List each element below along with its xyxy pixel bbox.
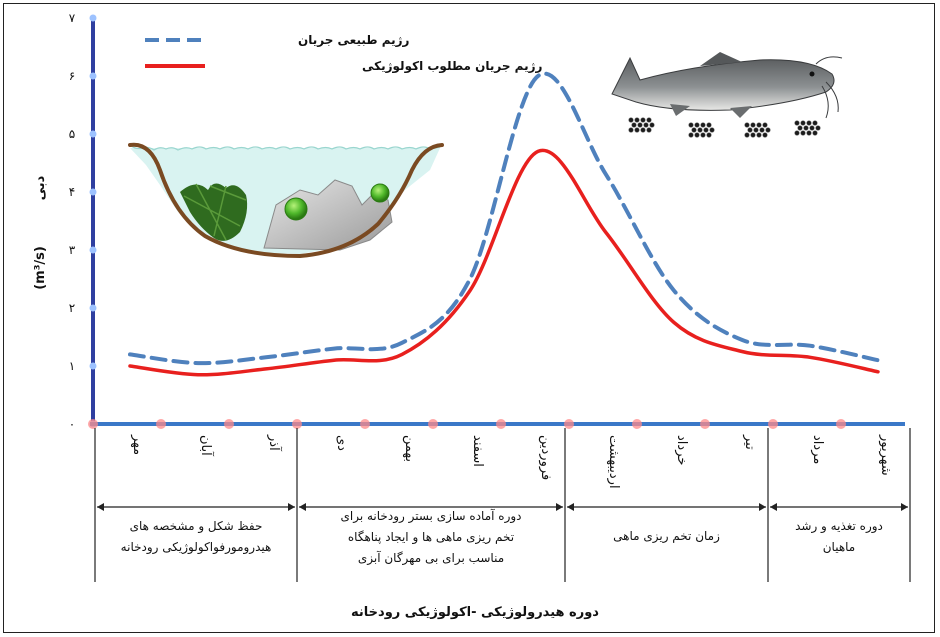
period-brackets: حفظ شکل و مشخصه های هیدرومورفواکولوژیکی ر… (94, 428, 911, 582)
y-tick-marker (89, 362, 97, 370)
y-tick-label: ۴ (69, 185, 75, 199)
x-axis-marker (632, 419, 642, 429)
period-label-line: هیدرومورفواکولوژیکی رودخانه (121, 540, 272, 555)
month-label: دی (334, 435, 349, 451)
period-label-line: زمان تخم ریزی ماهی (613, 529, 720, 544)
egg-cluster (688, 122, 715, 138)
y-tick-marker (89, 188, 97, 196)
y-tick-marker (89, 130, 97, 138)
egg-cluster (628, 117, 655, 133)
period-0: حفظ شکل و مشخصه های هیدرومورفواکولوژیکی ر… (94, 428, 295, 582)
series-line-1 (128, 148, 880, 377)
y-tick-marker (89, 72, 97, 80)
period-label-line: دوره تغذیه و رشد (795, 519, 883, 534)
x-axis-marker (768, 419, 778, 429)
x-axis-marker (836, 419, 846, 429)
catfish-illustration (611, 52, 843, 119)
month-label: اردیبهشت (606, 435, 621, 489)
period-label-line: ماهیان (823, 540, 856, 554)
y-tick-label: ۵ (69, 127, 75, 141)
x-axis-marker (156, 419, 166, 429)
y-tick-label: ۱ (69, 359, 75, 373)
month-label: آبان (198, 435, 215, 457)
y-tick-label: ۰ (69, 417, 75, 431)
y-axis-title: دبی (33, 175, 48, 200)
x-axis-marker (700, 419, 710, 429)
x-axis-title: دوره هیدرولوژیکی -اکولوژیکی رودخانه (351, 605, 599, 620)
figure-frame (3, 3, 935, 633)
x-axis-marker (428, 419, 438, 429)
period-label-line: دوره آماده سازی بستر رودخانه برای (341, 508, 522, 524)
legend-label-ecological: رژیم جریان مطلوب اکولوژیکی (362, 59, 543, 74)
y-tick-marker (89, 14, 97, 22)
series-line-0 (128, 71, 880, 366)
x-axis-marker (88, 419, 98, 429)
period-3: دوره تغذیه و رشد ماهیان (767, 428, 911, 582)
y-tick-label: ۳ (69, 243, 76, 257)
month-label: مرداد (810, 435, 825, 464)
month-label: آذر (266, 434, 283, 452)
month-label: بهمن (402, 435, 417, 462)
month-label: اسفند (470, 435, 485, 467)
series-layer (128, 71, 880, 377)
period-1: دوره آماده سازی بستر رودخانه برای تخم ریز… (296, 428, 563, 582)
month-label: خرداد (674, 435, 689, 465)
x-axis-marker (496, 419, 506, 429)
y-tick-label: ۶ (69, 69, 75, 83)
month-label: شهریور (878, 434, 893, 476)
x-axis-marker (564, 419, 574, 429)
period-label-line: تخم ریزی ماهی ها و ایجاد پناهگاه (348, 530, 514, 545)
egg-cluster (794, 120, 821, 136)
legend: رژیم طبیعی جریان رژیم جریان مطلوب اکولوژ… (145, 33, 543, 74)
x-axis-marker (360, 419, 370, 429)
x-axis-marker (224, 419, 234, 429)
month-label: فروردین (538, 435, 553, 480)
x-axis-markers (88, 419, 846, 429)
period-label-line: حفظ شکل و مشخصه های (130, 519, 263, 534)
y-tick-label: ۷ (69, 11, 76, 25)
month-label: تیر (742, 434, 757, 450)
y-tick-marker (89, 304, 97, 312)
month-label: مهر (130, 434, 145, 455)
period-label-line: مناسب برای بی مهرگان آبزی (358, 550, 504, 566)
egg-cluster (744, 122, 771, 138)
x-axis-marker (292, 419, 302, 429)
fish-eggs-illustration (628, 117, 821, 138)
y-tick-marker (89, 246, 97, 254)
y-axis-unit: (m³/s) (33, 246, 48, 290)
period-2: زمان تخم ریزی ماهی (564, 428, 766, 582)
legend-label-natural: رژیم طبیعی جریان (298, 33, 410, 47)
month-labels: مهر آبان آذر دی بهمن اسفند فروردین اردیبهشت خردا… (130, 434, 893, 489)
river-cross-section-illustration (128, 142, 444, 259)
y-tick-label: ۲ (69, 301, 75, 315)
